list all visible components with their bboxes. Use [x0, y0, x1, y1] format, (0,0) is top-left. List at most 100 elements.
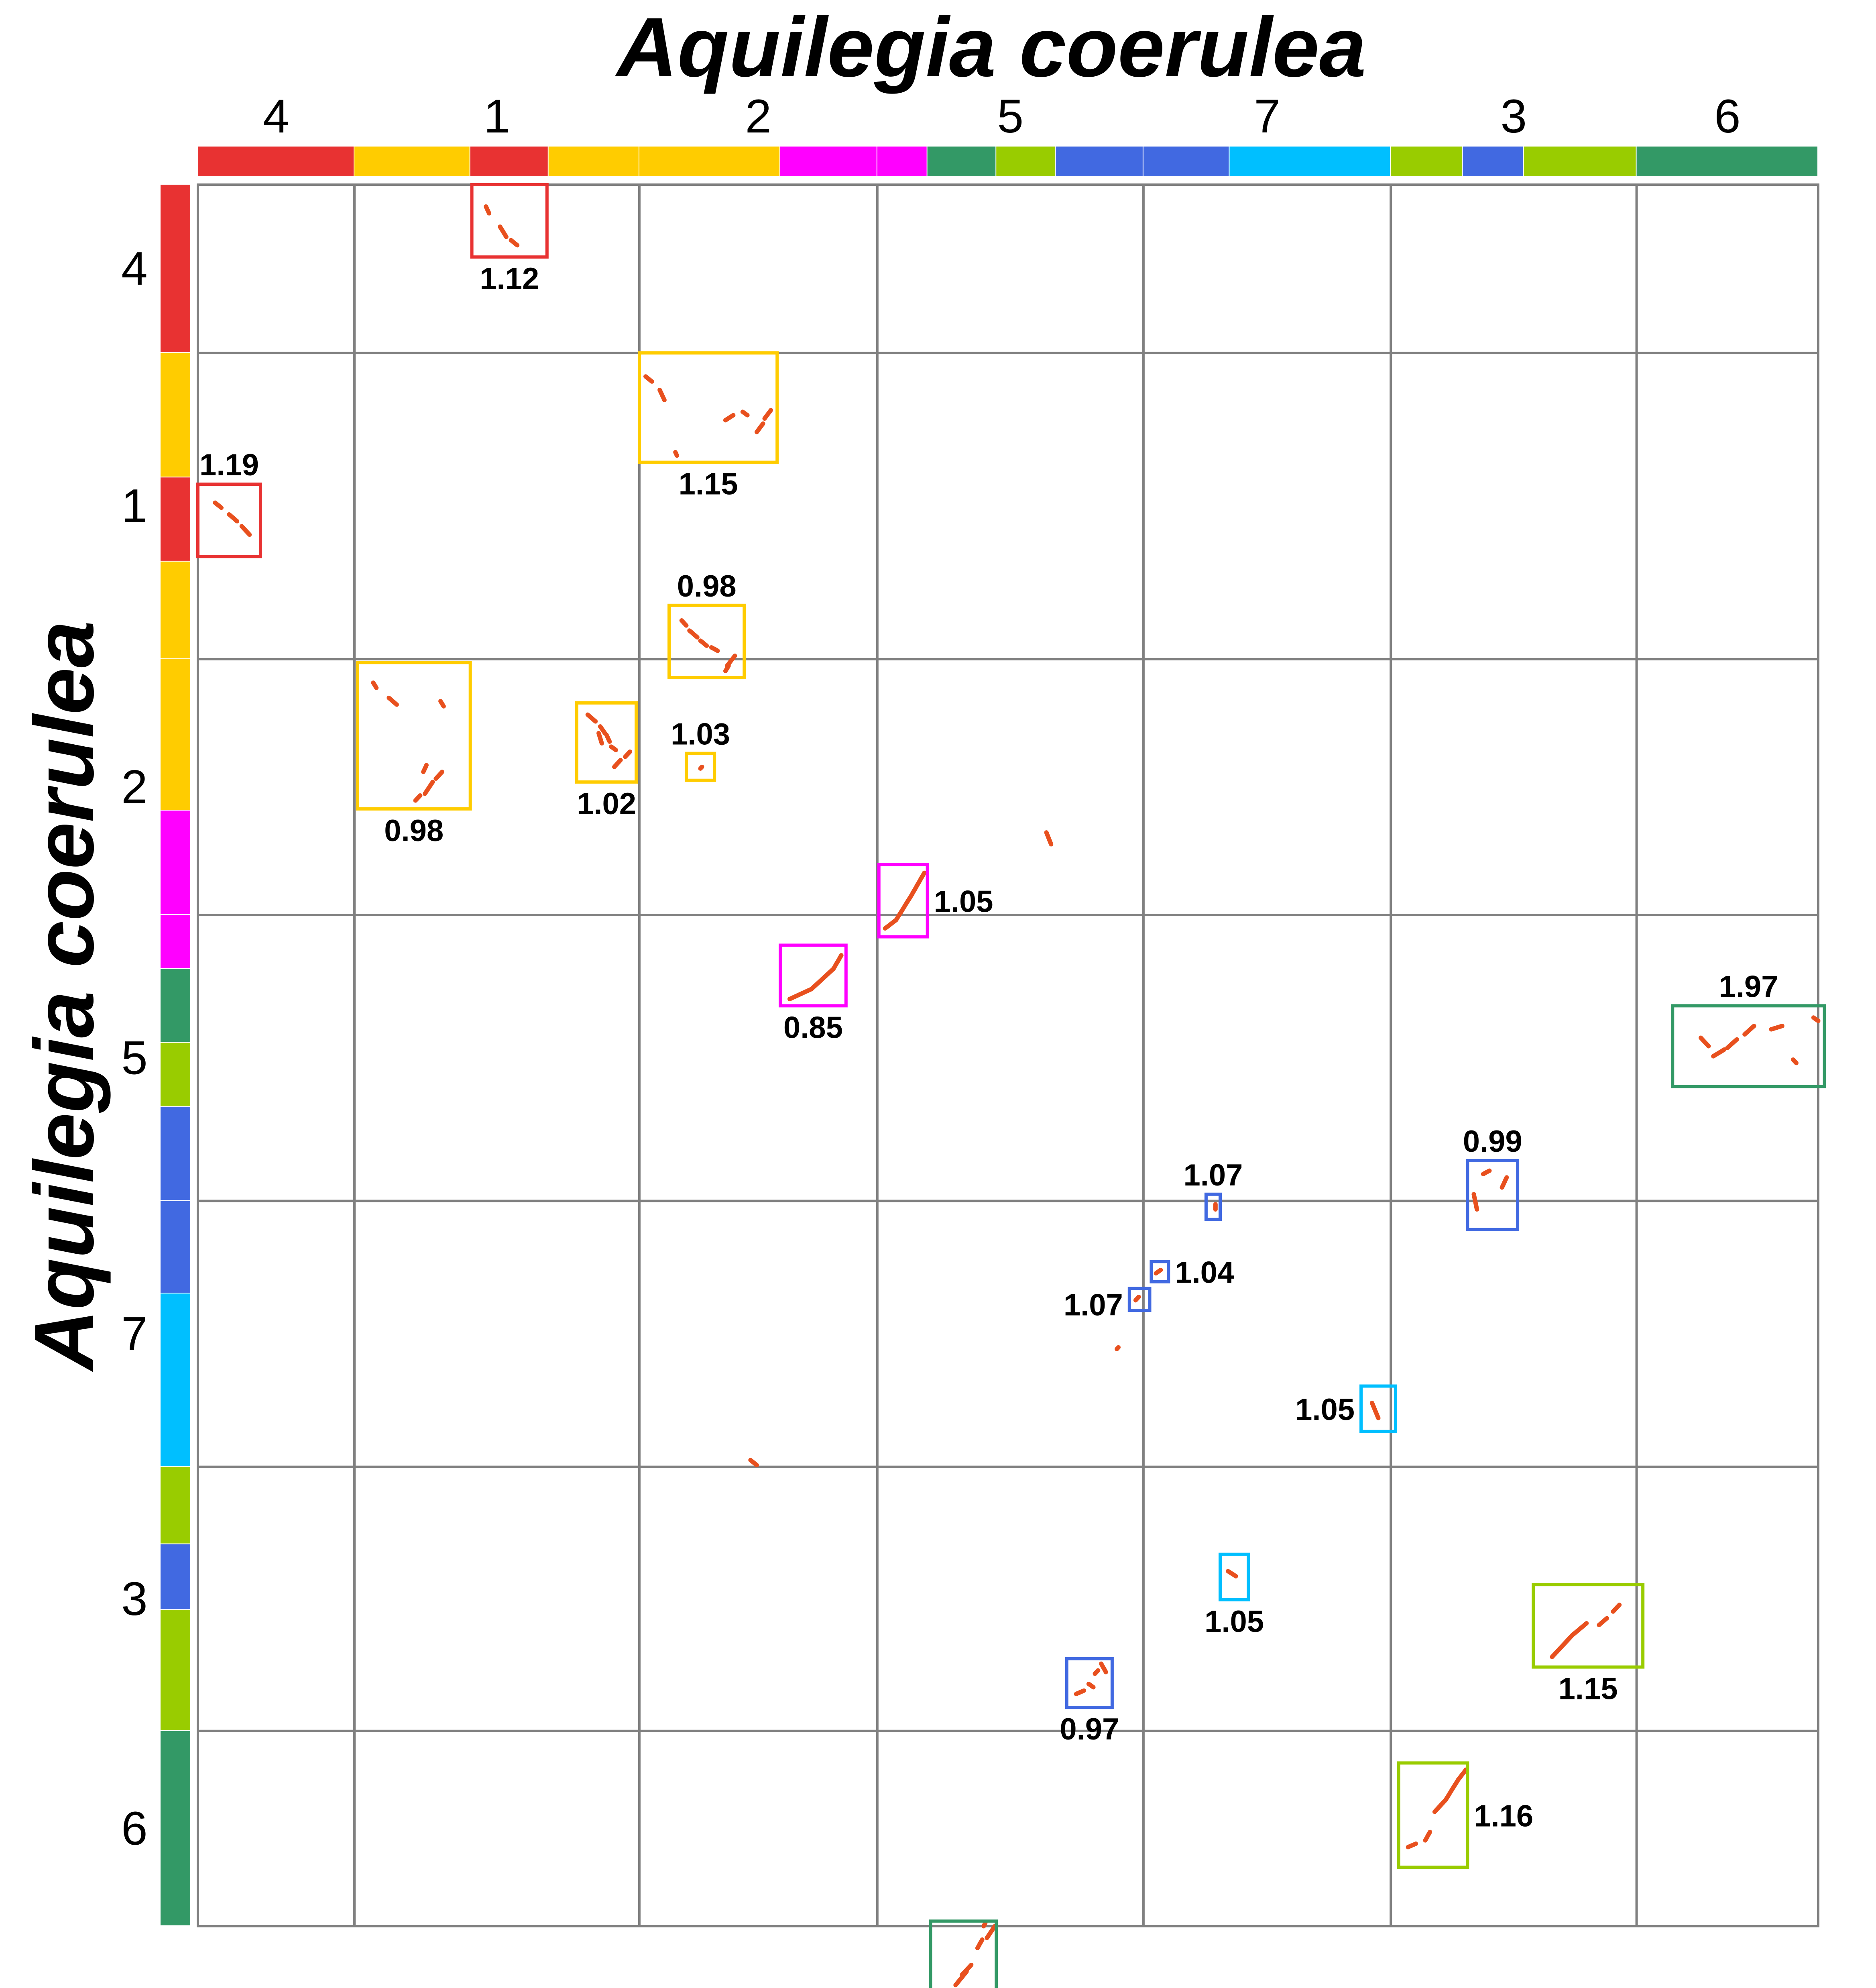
y-band-7-0: [161, 1201, 190, 1293]
synteny-segment: [809, 966, 836, 991]
x-band-7-1: [1229, 147, 1390, 176]
block-ratio-label: 0.98: [677, 569, 737, 603]
y-band-3-0: [161, 1467, 190, 1544]
x-band-5-1: [927, 147, 996, 176]
synteny-segment: [1811, 1015, 1821, 1023]
synteny-segment: [673, 450, 680, 458]
block-ratio-label: 1.07: [1184, 1158, 1243, 1192]
synteny-segment: [1570, 1621, 1589, 1638]
synteny-segment: [883, 918, 899, 931]
y-label-chr-1: 1: [121, 480, 148, 533]
block-ratio-label: 1.97: [1719, 970, 1778, 1004]
block-ratio-label: 1.05: [1295, 1393, 1355, 1427]
synteny-segment: [1423, 1829, 1432, 1843]
block-ratio-label: 1.05: [1003, 1982, 1062, 1988]
y-label-chr-4: 4: [121, 242, 148, 295]
syntenic-block-box: [1466, 1159, 1520, 1231]
synteny-segment: [623, 749, 633, 759]
synteny-segment: [596, 731, 604, 746]
block-ratio-label: 1.15: [1559, 1672, 1618, 1706]
synteny-segment: [1074, 1688, 1087, 1697]
y-band-5-1: [161, 969, 190, 1042]
x-label-chr-1: 1: [484, 90, 510, 143]
synteny-segment: [433, 770, 444, 781]
y-band-2-0: [161, 659, 190, 810]
synteny-segment: [1611, 1602, 1622, 1614]
syntenic-block-box: [1065, 1657, 1114, 1709]
block-ratio-label: 1.04: [1175, 1256, 1234, 1290]
synteny-segment: [698, 764, 704, 771]
x-axis-color-bands: [198, 147, 1817, 176]
synteny-segment: [1742, 1024, 1756, 1037]
y-band-5-3: [161, 1106, 190, 1200]
x-band-1-0: [354, 147, 470, 176]
block-ratio-label: 0.85: [783, 1010, 843, 1045]
synteny-segments: [213, 204, 1821, 1988]
y-band-1-2: [161, 561, 190, 658]
synteny-segment: [609, 744, 618, 752]
block-ratio-label: 1.05: [934, 884, 993, 919]
y-band-4-0: [161, 185, 190, 352]
y-axis-chromosome-labels: 4 1 2 5 7 3 6: [121, 242, 148, 1855]
syntenic-block-box: [1532, 1583, 1645, 1669]
y-label-chr-3: 3: [121, 1572, 148, 1625]
synteny-segment: [509, 238, 520, 248]
block-ratio-label: 0.99: [1463, 1124, 1522, 1159]
syntenic-block-box: [1397, 1761, 1469, 1869]
synteny-segment: [1481, 1168, 1492, 1176]
syntenic-block-box: [637, 351, 779, 464]
synteny-segment: [1725, 1037, 1739, 1050]
x-label-chr-6: 6: [1714, 90, 1741, 143]
x-band-6-0: [1636, 147, 1817, 176]
x-label-chr-2: 2: [745, 90, 772, 143]
synteny-segment: [1597, 1616, 1609, 1627]
synteny-segment: [239, 524, 252, 537]
x-band-2-1: [780, 147, 877, 176]
x-band-7-0: [1143, 147, 1229, 176]
x-band-5-2: [996, 147, 1055, 176]
synteny-segment: [1369, 1401, 1381, 1420]
x-label-chr-5: 5: [997, 90, 1024, 143]
x-band-5-0: [877, 147, 927, 176]
synteny-segment: [484, 204, 491, 216]
syntenic-block-box: [470, 183, 549, 259]
synteny-segment: [643, 374, 654, 384]
chromosome-grid: [197, 183, 1819, 1927]
synteny-segment: [1099, 1661, 1108, 1674]
y-axis-title: Aquilegia coerulea: [17, 621, 111, 1372]
y-band-6-0: [161, 1731, 190, 1925]
synteny-segment: [1133, 1294, 1141, 1303]
synteny-segment: [1226, 1569, 1238, 1579]
synteny-segment: [787, 986, 814, 1002]
synteny-segment: [687, 628, 700, 640]
y-label-chr-2: 2: [121, 760, 148, 813]
syntenic-block-box: [778, 943, 848, 1008]
y-band-3-1: [161, 1544, 190, 1609]
x-band-1-1: [470, 147, 548, 176]
synteny-segment: [612, 758, 623, 769]
synteny-segment: [1711, 1047, 1727, 1059]
synteny-segment: [657, 387, 667, 402]
x-label-chr-3: 3: [1501, 90, 1527, 143]
x-band-3-2: [1524, 147, 1636, 176]
syntenic-block-box: [1359, 1384, 1397, 1433]
syntenic-block-box: [877, 863, 929, 939]
x-band-4-0: [198, 147, 354, 176]
synteny-segment: [754, 421, 765, 434]
y-band-1-1: [161, 477, 190, 561]
synteny-segment: [740, 409, 750, 418]
block-ratio-label: 1.19: [199, 448, 259, 482]
x-band-5-3: [1056, 147, 1143, 176]
synteny-segment: [604, 733, 612, 744]
block-ratio-label: 1.15: [679, 467, 738, 501]
syntenic-block-box: [929, 1919, 998, 1988]
synteny-segment: [585, 712, 598, 724]
block-ratio-label: 0.97: [1060, 1712, 1119, 1746]
y-band-5-0: [161, 915, 190, 968]
synteny-segment: [1698, 1035, 1711, 1049]
synteny-segment: [1769, 1024, 1784, 1032]
y-band-2-1: [161, 811, 190, 915]
syntenic-block-box: [196, 483, 262, 558]
syntenic-block-box: [1150, 1260, 1170, 1283]
